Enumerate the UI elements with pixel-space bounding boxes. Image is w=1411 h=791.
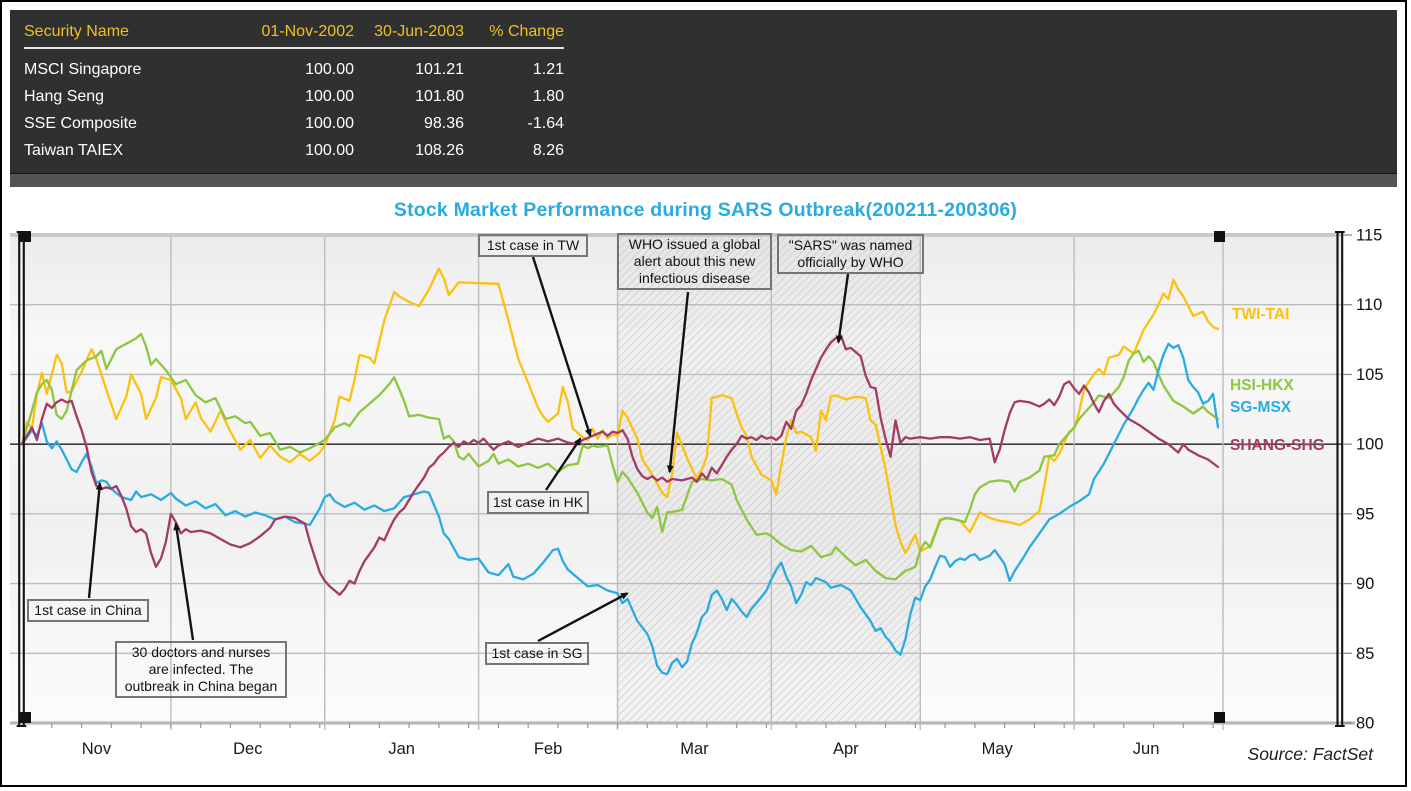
security-name-cell: MSCI Singapore: [24, 61, 142, 78]
annotation-box-tw: 1st case in TW: [478, 234, 588, 258]
data-range-handle[interactable]: [20, 712, 31, 723]
column-end-date: 30-Jun-2003: [374, 23, 464, 40]
security-name-cell: SSE Composite: [24, 115, 137, 132]
column-security-name: Security Name: [24, 23, 129, 40]
source-credit: Source: FactSet: [1247, 744, 1373, 764]
legend-label-SG-MSX: SG-MSX: [1230, 399, 1292, 416]
series-line-TWI-TAI: [20, 267, 1220, 555]
quote-table-panel: Security Name 01-Nov-2002 30-Jun-2003 % …: [10, 10, 1397, 173]
month-label-Nov: Nov: [82, 740, 112, 758]
table-header-row: Security Name 01-Nov-2002 30-Jun-2003 % …: [24, 20, 564, 48]
y-axis-label: 90: [1356, 575, 1374, 593]
annotation-box-china: 1st case in China: [27, 599, 149, 623]
legend-label-SHANG-SHG: SHANG-SHG: [1230, 437, 1325, 454]
month-label-Jan: Jan: [388, 740, 415, 758]
table-row: MSCI Singapore 100.00 101.21 1.21: [24, 48, 564, 84]
data-range-handle[interactable]: [20, 231, 31, 242]
chart-title: Stock Market Performance during SARS Out…: [393, 199, 1018, 221]
annotation-box-doctors: 30 doctors and nurses are infected. The …: [115, 641, 287, 699]
y-axis-label: 85: [1356, 645, 1374, 663]
column-start-date: 01-Nov-2002: [261, 23, 355, 40]
annotation-box-hk: 1st case in HK: [487, 491, 589, 515]
annotation-arrow-sg: [537, 592, 629, 643]
start-value-cell: 100.00: [305, 115, 354, 132]
pct-change-cell: -1.64: [527, 115, 564, 132]
series-line-SHANG-SHG: [20, 334, 1220, 596]
end-value-cell: 98.36: [423, 115, 464, 132]
annotation-arrow-hk: [545, 437, 582, 491]
y-axis-label: 100: [1356, 436, 1384, 454]
annotation-arrow-who: [666, 291, 690, 474]
data-range-handle[interactable]: [1214, 231, 1225, 242]
start-value-cell: 100.00: [305, 142, 354, 159]
annotation-arrow-sars: [835, 273, 850, 344]
start-value-cell: 100.00: [305, 88, 354, 105]
end-value-cell: 108.26: [415, 142, 464, 159]
divider-strip: [10, 173, 1397, 187]
annotation-box-sars: "SARS" was named officially by WHO: [777, 234, 924, 275]
table-row: Hang Seng 100.00 101.80 1.80: [24, 84, 564, 111]
month-label-Feb: Feb: [534, 740, 562, 758]
annotation-box-who: WHO issued a global alert about this new…: [617, 233, 772, 291]
table-row: Taiwan TAIEX 100.00 108.26 8.26: [24, 138, 564, 165]
series-line-SG-MSX: [20, 342, 1220, 676]
month-label-Dec: Dec: [233, 740, 262, 758]
data-range-handle[interactable]: [1214, 712, 1225, 723]
y-axis-label: 95: [1356, 505, 1374, 523]
y-axis-label: 115: [1356, 227, 1382, 245]
y-axis-label: 105: [1356, 366, 1384, 384]
annotation-arrow-doctors: [173, 522, 195, 641]
month-label-Apr: Apr: [833, 740, 859, 758]
y-axis-label: 110: [1356, 296, 1382, 314]
security-name-cell: Hang Seng: [24, 88, 105, 105]
end-value-cell: 101.80: [415, 88, 464, 105]
annotation-box-sg: 1st case in SG: [485, 642, 589, 666]
legend-label-HSI-HKX: HSI-HKX: [1230, 377, 1294, 394]
pct-change-cell: 8.26: [532, 142, 564, 159]
quote-table: Security Name 01-Nov-2002 30-Jun-2003 % …: [24, 20, 564, 165]
month-label-Jun: Jun: [1133, 740, 1160, 758]
annotation-arrow-tw: [531, 256, 592, 438]
start-value-cell: 100.00: [305, 61, 354, 78]
series-line-HSI-HKX: [20, 332, 1220, 581]
month-label-Mar: Mar: [680, 740, 709, 758]
end-value-cell: 101.21: [415, 61, 464, 78]
annotation-arrow-china: [87, 481, 103, 599]
pct-change-cell: 1.21: [532, 61, 564, 78]
table-row: SSE Composite 100.00 98.36 -1.64: [24, 111, 564, 138]
legend-label-TWI-TAI: TWI-TAI: [1232, 306, 1290, 323]
security-name-cell: Taiwan TAIEX: [24, 142, 124, 159]
y-axis-label: 80: [1356, 715, 1374, 733]
chart-section: 80 85 90 95 100 105 110 115 Nov Dec Jan Feb Mar Apr Ma…: [10, 188, 1401, 781]
column-pct-change: % Change: [489, 23, 564, 40]
month-label-May: May: [982, 740, 1014, 758]
pct-change-cell: 1.80: [532, 88, 564, 105]
